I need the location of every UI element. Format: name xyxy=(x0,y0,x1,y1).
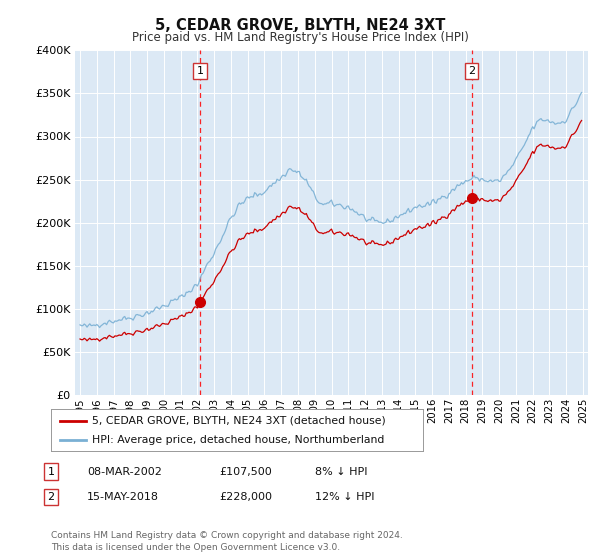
Text: 08-MAR-2002: 08-MAR-2002 xyxy=(87,466,162,477)
Text: 2: 2 xyxy=(47,492,55,502)
Text: 2: 2 xyxy=(468,66,475,76)
Text: £107,500: £107,500 xyxy=(219,466,272,477)
Text: HPI: Average price, detached house, Northumberland: HPI: Average price, detached house, Nort… xyxy=(92,435,384,445)
Text: 1: 1 xyxy=(47,466,55,477)
Text: 1: 1 xyxy=(197,66,203,76)
Text: £228,000: £228,000 xyxy=(219,492,272,502)
Text: 5, CEDAR GROVE, BLYTH, NE24 3XT: 5, CEDAR GROVE, BLYTH, NE24 3XT xyxy=(155,18,445,33)
Text: 5, CEDAR GROVE, BLYTH, NE24 3XT (detached house): 5, CEDAR GROVE, BLYTH, NE24 3XT (detache… xyxy=(92,416,386,426)
Text: 12% ↓ HPI: 12% ↓ HPI xyxy=(315,492,374,502)
Text: 15-MAY-2018: 15-MAY-2018 xyxy=(87,492,159,502)
Text: 8% ↓ HPI: 8% ↓ HPI xyxy=(315,466,367,477)
Text: Price paid vs. HM Land Registry's House Price Index (HPI): Price paid vs. HM Land Registry's House … xyxy=(131,31,469,44)
Text: Contains HM Land Registry data © Crown copyright and database right 2024.
This d: Contains HM Land Registry data © Crown c… xyxy=(51,531,403,552)
